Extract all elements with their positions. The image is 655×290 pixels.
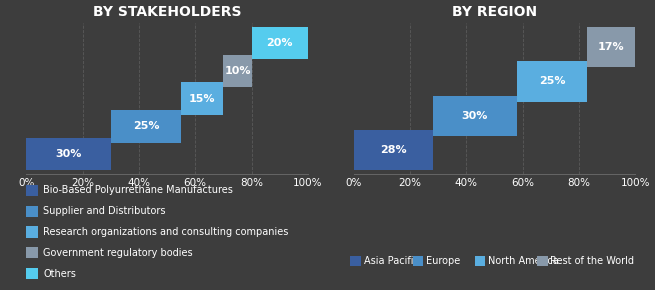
Text: 10%: 10% [224, 66, 251, 76]
Text: Asia Pacific: Asia Pacific [364, 256, 419, 266]
Text: 25%: 25% [133, 121, 159, 131]
Bar [26, 138, 111, 171]
Text: 30%: 30% [462, 111, 488, 121]
Text: 28%: 28% [380, 145, 407, 155]
Text: North America: North America [488, 256, 559, 266]
Bar [588, 27, 635, 67]
Bar [252, 27, 308, 59]
Bar [181, 82, 223, 115]
Text: Supplier and Distributors: Supplier and Distributors [43, 206, 166, 216]
Text: 15%: 15% [189, 94, 215, 104]
Bar [223, 55, 252, 87]
Bar [111, 110, 181, 143]
Text: Government regulatory bodies: Government regulatory bodies [43, 248, 193, 258]
Text: 30%: 30% [55, 149, 82, 159]
Text: Others: Others [43, 269, 76, 279]
Bar [354, 130, 432, 170]
Bar [432, 96, 517, 136]
Title: BY REGION: BY REGION [452, 5, 537, 19]
Text: Rest of the World: Rest of the World [550, 256, 634, 266]
Text: 25%: 25% [539, 77, 565, 86]
Bar [517, 61, 588, 102]
Text: 20%: 20% [267, 38, 293, 48]
Text: Research organizations and consulting companies: Research organizations and consulting co… [43, 227, 289, 237]
Text: Bio-Based Polyurrethane Manufactures: Bio-Based Polyurrethane Manufactures [43, 185, 233, 195]
Text: Europe: Europe [426, 256, 460, 266]
Text: 17%: 17% [598, 42, 625, 52]
Title: BY STAKEHOLDERS: BY STAKEHOLDERS [93, 5, 241, 19]
